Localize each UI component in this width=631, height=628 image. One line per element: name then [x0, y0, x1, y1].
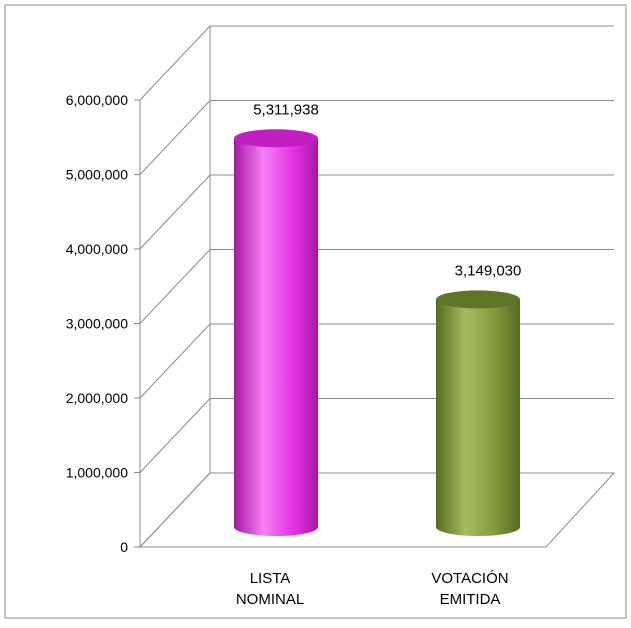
gridline-diagonal	[139, 472, 211, 548]
gridline-diagonal	[139, 323, 211, 399]
y-tick-label: 3,000,000	[66, 316, 128, 332]
y-tick-label: 1,000,000	[66, 465, 128, 481]
y-tick-label: 4,000,000	[66, 241, 128, 257]
y-tick-label: 0	[120, 539, 128, 555]
bar-body	[234, 138, 318, 536]
x-tick-label: EMITIDA	[440, 591, 501, 608]
gridline-diagonal	[139, 100, 211, 175]
x-axis-labels: LISTA NOMINAL VOTACIÓN EMITIDA	[236, 570, 509, 608]
x-tick-label: NOMINAL	[236, 591, 304, 608]
x-tick-label: LISTA	[250, 570, 291, 587]
y-tick-label: 5,000,000	[66, 167, 128, 183]
bars	[234, 129, 520, 536]
data-labels: 5,311,938 3,149,030	[253, 101, 521, 279]
x-tick-label: VOTACIÓN	[431, 570, 508, 587]
data-label: 3,149,030	[455, 262, 522, 279]
bar-body	[436, 299, 520, 536]
gridline-diagonal	[139, 174, 211, 250]
bar-1	[234, 129, 318, 536]
gridline-diagonal	[139, 249, 211, 324]
bar-top	[436, 290, 520, 309]
y-tick-label: 2,000,000	[66, 390, 128, 406]
y-axis: 0 1,000,000 2,000,000 3,000,000 4,000,000 5,0…	[66, 26, 211, 555]
data-label: 5,311,938	[253, 101, 319, 118]
gridline-diagonal	[139, 398, 211, 473]
gridline-diagonal	[139, 25, 211, 101]
y-tick-label: 6,000,000	[66, 92, 128, 108]
bar-top	[234, 129, 318, 148]
bar-2	[436, 290, 520, 536]
